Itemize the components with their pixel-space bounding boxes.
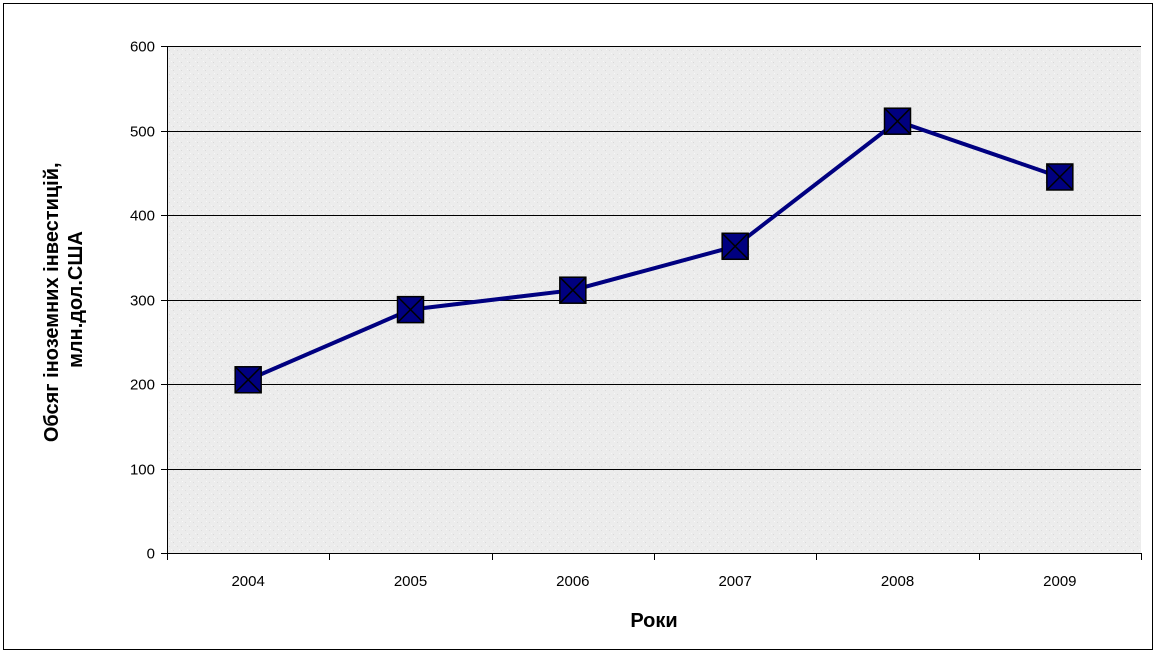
data-point-2008: [883, 107, 912, 135]
x-tick-label-2009: 2009: [1043, 573, 1076, 590]
y-axis-title-line-1: Обсяг іноземних інвестицій,: [41, 162, 63, 442]
data-point-2009: [1046, 163, 1074, 191]
marker-cross-b: [396, 296, 425, 324]
y-tick-label-0: 0: [147, 546, 155, 563]
y-axis-title-line-2: млн.дол.США: [65, 231, 87, 368]
marker-cross-b: [883, 107, 912, 135]
y-axis-title: Обсяг іноземних інвестицій, млн.дол.США: [41, 157, 87, 442]
x-tick-label-2006: 2006: [556, 573, 589, 590]
gridlines: [167, 46, 1141, 470]
marker-cross-b: [721, 232, 749, 260]
x-tick-labels: 2004 2005 2006 2007 2008 2009: [231, 573, 1076, 590]
y-tick-label-100: 100: [130, 462, 155, 479]
data-point-2004: [234, 366, 262, 394]
plot-area: [167, 46, 1141, 553]
axes: [161, 46, 1142, 560]
marker-cross-b: [234, 366, 262, 394]
x-axis-title: Роки: [630, 610, 677, 632]
data-point-2006: [559, 276, 587, 304]
marker-cross-b: [559, 276, 587, 304]
series-line: [247, 119, 1061, 382]
x-tick-label-2004: 2004: [231, 573, 264, 590]
x-tick-label-2007: 2007: [718, 573, 751, 590]
y-tick-label-200: 200: [130, 377, 155, 394]
x-tick-label-2008: 2008: [881, 573, 914, 590]
data-point-2005: [396, 295, 425, 324]
marker-cross-b: [1046, 163, 1074, 191]
y-tick-label-600: 600: [130, 39, 155, 56]
y-tick-label-400: 400: [130, 208, 155, 225]
y-tick-labels: 0 100 200 300 400 500 600: [130, 39, 155, 563]
data-point-2007: [721, 232, 749, 261]
y-tick-label-500: 500: [130, 124, 155, 141]
x-tick-label-2005: 2005: [394, 573, 427, 590]
series-investment: [234, 107, 1074, 394]
y-tick-label-300: 300: [130, 293, 155, 310]
